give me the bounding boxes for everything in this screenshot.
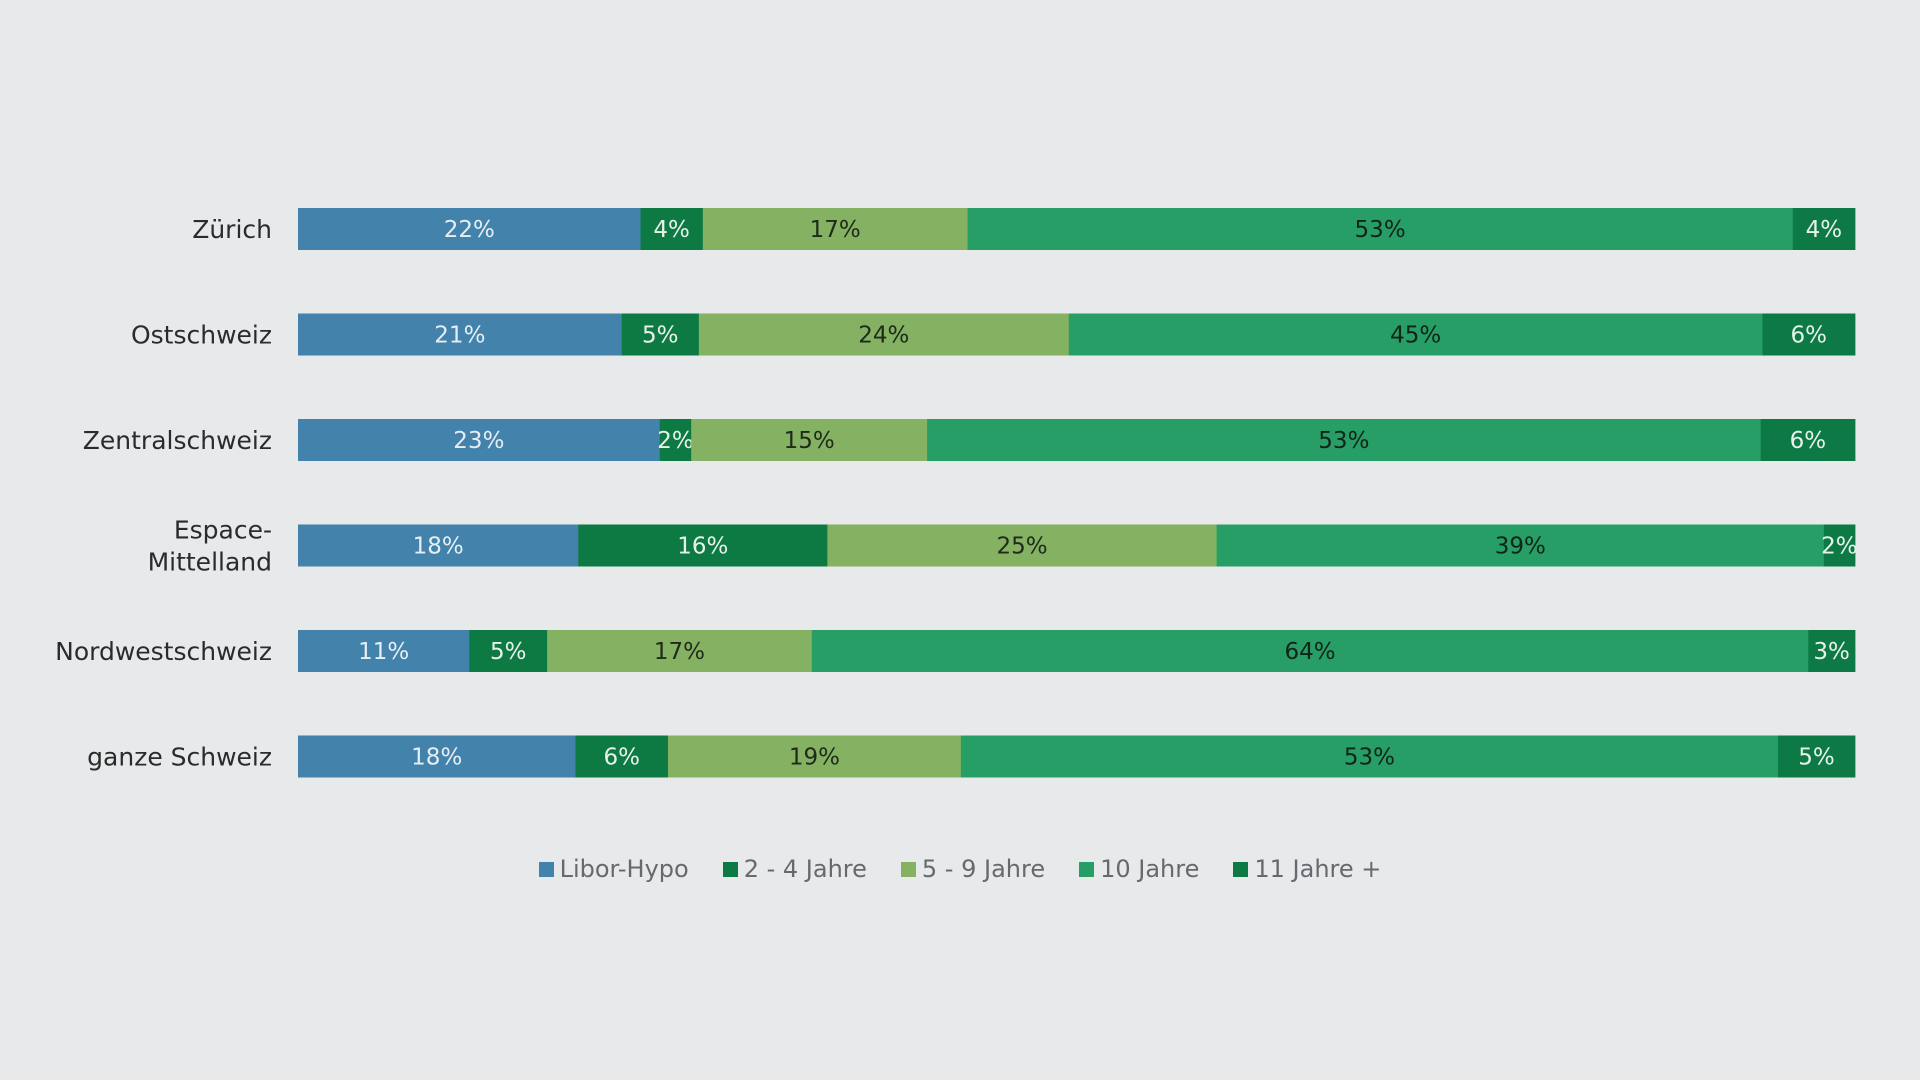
- data-label: 24%: [858, 323, 909, 349]
- category-label: Zentralschweiz: [83, 426, 272, 455]
- data-label: 45%: [1390, 323, 1441, 349]
- bar-segment: [575, 735, 669, 778]
- data-label: 2%: [657, 428, 694, 454]
- data-label: 6%: [1791, 323, 1828, 349]
- legend-item: 5 - 9 Jahre: [900, 855, 1046, 883]
- data-label: 22%: [444, 217, 495, 243]
- data-label: 53%: [1355, 217, 1406, 243]
- bar-segment: [1760, 419, 1856, 461]
- bar-segment: [1762, 313, 1856, 356]
- legend-swatch: [538, 861, 554, 877]
- data-label: 5%: [1798, 745, 1835, 771]
- bar-segment: [1792, 208, 1856, 250]
- bar-segment: [298, 524, 579, 567]
- bar-row: 22% 4% 17% 53% 4%: [298, 208, 1856, 250]
- bar-segment: [1068, 313, 1763, 356]
- data-label: 5%: [490, 639, 527, 665]
- category-label: Espace-Mittelland: [148, 516, 272, 577]
- legend-label: 11 Jahre +: [1254, 855, 1382, 883]
- data-label: 39%: [1495, 534, 1546, 560]
- legend-label: 5 - 9 Jahre: [921, 855, 1046, 883]
- bar-segment: [927, 419, 1762, 461]
- data-label: 21%: [434, 323, 485, 349]
- data-label: 4%: [1806, 217, 1843, 243]
- legend-label: 10 Jahre: [1100, 855, 1200, 883]
- data-label: 53%: [1344, 745, 1395, 771]
- legend-label: Libor-Hypo: [559, 855, 689, 883]
- bar-segment: [298, 419, 661, 461]
- legend-swatch: [722, 861, 738, 877]
- bar-segment: [960, 735, 1779, 778]
- data-label: 3%: [1813, 639, 1850, 665]
- bar-segment: [691, 419, 928, 461]
- bar-segment: [298, 208, 641, 250]
- legend-label: 2 - 4 Jahre: [743, 855, 867, 883]
- bars-layer: 22% 4% 17% 53% 4%21% 5% 24% 45% 6%23% 2% 15% 53% 6%1…: [298, 208, 1858, 778]
- bar-segment: [640, 208, 704, 250]
- data-label: 4%: [653, 217, 690, 243]
- bar-segment: [698, 313, 1070, 356]
- bar-segment: [659, 419, 692, 461]
- data-label: 17%: [654, 639, 705, 665]
- data-label: 15%: [784, 428, 835, 454]
- bar-segment: [298, 313, 623, 356]
- data-label: 5%: [642, 323, 679, 349]
- bar-segment: [1777, 735, 1856, 778]
- bar-segment: [667, 735, 962, 778]
- bar-row: 23% 2% 15% 53% 6%: [298, 419, 1856, 461]
- category-label: Zürich: [192, 215, 272, 244]
- legend-item: 2 - 4 Jahre: [722, 855, 867, 883]
- data-label: 2%: [1821, 534, 1858, 560]
- bar-segment: [702, 208, 968, 250]
- data-label: 64%: [1284, 639, 1335, 665]
- bar-segment: [621, 313, 700, 356]
- legend-item: Libor-Hypo: [538, 855, 689, 883]
- bar-segment: [298, 735, 576, 778]
- data-label: 18%: [413, 534, 464, 560]
- data-label: 17%: [810, 217, 861, 243]
- bar-segment: [578, 524, 828, 567]
- bar-segment: [1808, 630, 1856, 672]
- data-label: 6%: [1790, 428, 1827, 454]
- bar-row: 18% 6% 19% 53% 5%: [298, 735, 1856, 778]
- legend: Libor-Hypo 2 - 4 Jahre 5 - 9 Jahre 10 Jahre…: [0, 855, 1920, 883]
- data-label: 25%: [996, 534, 1047, 560]
- bar-segment: [547, 630, 813, 672]
- data-label: 23%: [453, 428, 504, 454]
- legend-swatch: [1233, 861, 1249, 877]
- bar-segment: [1216, 524, 1825, 567]
- data-label: 18%: [411, 745, 462, 771]
- data-label: 11%: [358, 639, 409, 665]
- category-label: Nordwestschweiz: [55, 637, 272, 666]
- legend-swatch: [900, 861, 916, 877]
- data-label: 16%: [677, 534, 728, 560]
- data-label: 53%: [1318, 428, 1369, 454]
- legend-item: 10 Jahre: [1079, 855, 1199, 883]
- bar-row: 18% 16% 25% 39% 2%: [298, 524, 1858, 567]
- bar-segment: [811, 630, 1809, 672]
- legend-swatch: [1079, 861, 1095, 877]
- bar-segment: [298, 630, 470, 672]
- bar-row: 11% 5% 17% 64% 3%: [298, 630, 1856, 672]
- bar-segment: [1823, 524, 1856, 567]
- bar-segment: [967, 208, 1794, 250]
- category-labels-layer: Zürich Ostschweiz Zentralschweiz Espace-Mit…: [55, 215, 272, 772]
- category-label: ganze Schweiz: [87, 743, 272, 772]
- bar-segment: [827, 524, 1218, 567]
- category-label: Ostschweiz: [131, 321, 272, 350]
- legend-item: 11 Jahre +: [1233, 855, 1381, 883]
- data-label: 19%: [789, 745, 840, 771]
- bar-segment: [469, 630, 548, 672]
- bar-row: 21% 5% 24% 45% 6%: [298, 313, 1856, 356]
- data-label: 6%: [603, 745, 640, 771]
